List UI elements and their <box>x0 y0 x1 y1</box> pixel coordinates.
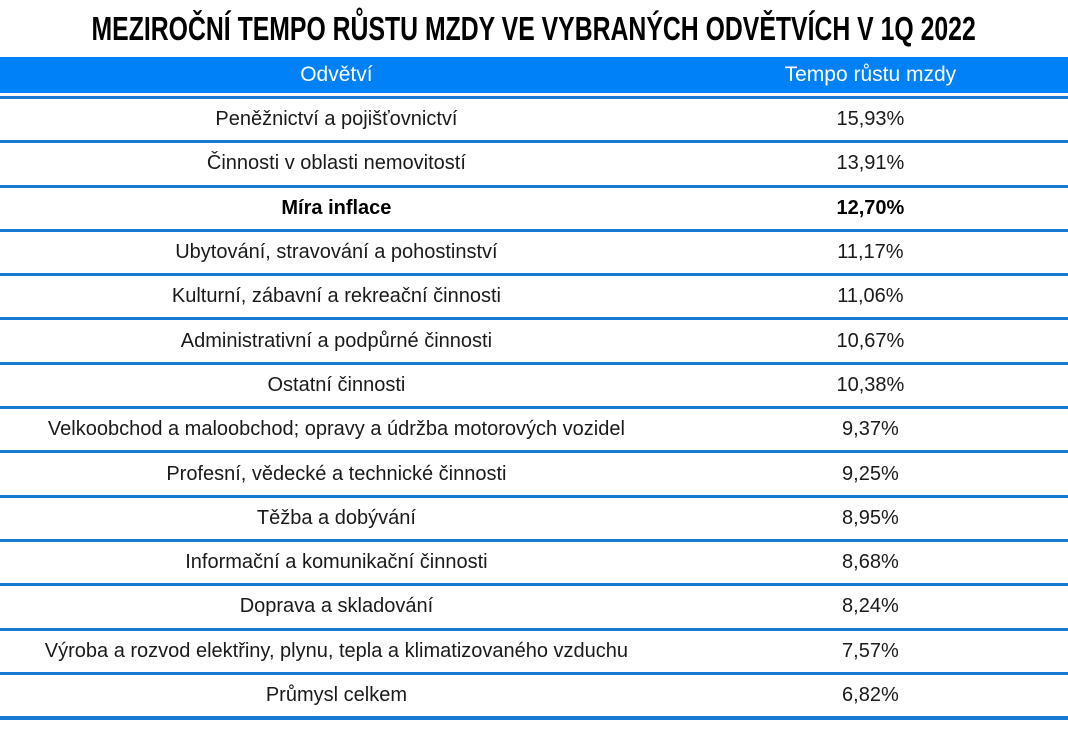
column-header-growth-rate: Tempo růstu mzdy <box>784 63 957 86</box>
value-cell: 10,38% <box>672 363 1068 410</box>
table-row: Profesní, vědecké a technické činnosti 9… <box>0 451 1068 498</box>
value-cell: 9,37% <box>672 407 1068 454</box>
value-cell: 12,70% <box>672 186 1068 232</box>
industry-cell: Peněžnictví a pojišťovnictví <box>0 97 673 144</box>
table-row: Ostatní činnosti 10,38% <box>0 363 1068 410</box>
column-header-industry: Odvětví <box>300 63 373 86</box>
page-title-bar: MEZIROČNÍ TEMPO RŮSTU MZDY VE VYBRANÝCH … <box>0 0 1068 57</box>
value-cell: 10,67% <box>672 318 1068 365</box>
industry-cell: Kulturní, zábavní a rekreační činnosti <box>0 274 673 321</box>
table-row: Doprava a skladování 8,24% <box>0 584 1068 631</box>
value-cell: 11,06% <box>672 274 1068 321</box>
table-body: Peněžnictví a pojišťovnictví 15,93% Činn… <box>0 97 1068 721</box>
value-cell: 8,95% <box>672 496 1068 542</box>
industry-cell: Doprava a skladování <box>0 584 673 631</box>
industry-cell: Těžba a dobývání <box>0 496 673 542</box>
value-cell: 15,93% <box>672 97 1068 144</box>
header-divider-gap <box>0 93 1068 96</box>
table-header-row: Odvětví Tempo růstu mzdy <box>0 57 1068 93</box>
table-row: Velkoobchod a maloobchod; opravy a údržb… <box>0 407 1068 454</box>
table-row: Ubytování, stravování a pohostinství 11,… <box>0 230 1068 277</box>
table-row: Administrativní a podpůrné činnosti 10,6… <box>0 318 1068 365</box>
value-cell: 8,68% <box>672 540 1068 587</box>
industry-cell: Míra inflace <box>0 186 673 232</box>
industry-cell: Činnosti v oblasti nemovitostí <box>0 141 673 188</box>
value-cell: 7,57% <box>672 629 1068 675</box>
value-cell: 6,82% <box>672 673 1068 721</box>
value-cell: 11,17% <box>672 230 1068 277</box>
industry-cell: Velkoobchod a maloobchod; opravy a údržb… <box>0 407 673 454</box>
table-row: Výroba a rozvod elektřiny, plynu, tepla … <box>0 629 1068 675</box>
industry-cell: Profesní, vědecké a technické činnosti <box>0 451 673 498</box>
table-row: Činnosti v oblasti nemovitostí 13,91% <box>0 141 1068 188</box>
table-row: Míra inflace 12,70% <box>0 186 1068 232</box>
table-row: Průmysl celkem 6,82% <box>0 673 1068 721</box>
value-cell: 13,91% <box>672 141 1068 188</box>
industry-cell: Výroba a rozvod elektřiny, plynu, tepla … <box>0 629 673 675</box>
table-row: Informační a komunikační činnosti 8,68% <box>0 540 1068 587</box>
industry-cell: Ostatní činnosti <box>0 363 673 410</box>
industry-cell: Informační a komunikační činnosti <box>0 540 673 587</box>
wage-growth-table: Peněžnictví a pojišťovnictví 15,93% Činn… <box>0 96 1068 721</box>
value-cell: 8,24% <box>672 584 1068 631</box>
value-cell: 9,25% <box>672 451 1068 498</box>
table-row: Těžba a dobývání 8,95% <box>0 496 1068 542</box>
industry-cell: Administrativní a podpůrné činnosti <box>0 318 673 365</box>
table-row: Kulturní, zábavní a rekreační činnosti 1… <box>0 274 1068 321</box>
table-row: Peněžnictví a pojišťovnictví 15,93% <box>0 97 1068 144</box>
industry-cell: Ubytování, stravování a pohostinství <box>0 230 673 277</box>
page-title: MEZIROČNÍ TEMPO RŮSTU MZDY VE VYBRANÝCH … <box>91 9 977 47</box>
industry-cell: Průmysl celkem <box>0 673 673 721</box>
